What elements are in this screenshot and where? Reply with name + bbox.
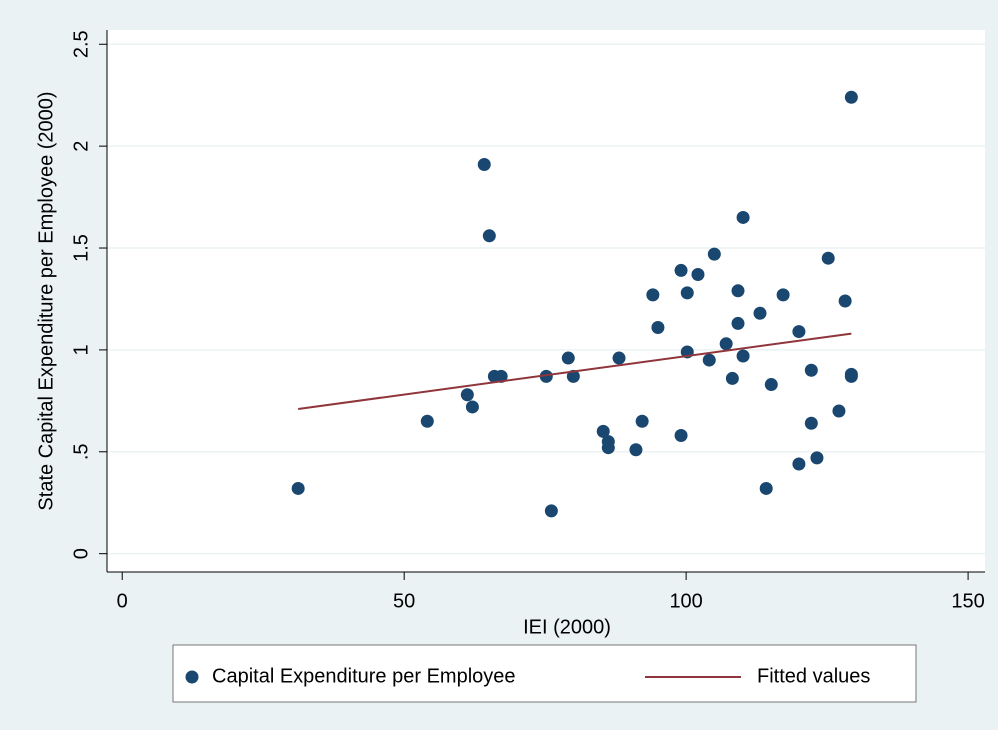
point [725,371,739,385]
point [674,263,688,277]
x-tick-label: 100 [669,590,702,612]
point [776,288,790,302]
point [596,424,610,438]
point [832,404,846,418]
point [838,294,852,308]
point [821,251,835,265]
point [736,349,750,363]
point [844,90,858,104]
point [494,369,508,383]
x-tick-label: 150 [951,590,984,612]
point [561,351,575,365]
point [612,351,626,365]
y-tick-label: 0 [70,548,92,559]
point [844,369,858,383]
point [651,320,665,334]
plot-area [107,30,985,572]
y-tick-label: .5 [70,443,92,460]
legend-label: Capital Expenditure per Employee [212,665,516,687]
legend-box [172,644,917,703]
point [753,306,767,320]
legend-marker [185,670,199,684]
y-axis-label: State Capital Expenditure per Employee (… [35,91,57,510]
point [810,451,824,465]
point [482,229,496,243]
point [465,400,479,414]
point [566,369,580,383]
y-tick-label: 2 [70,141,92,152]
x-axis-label: IEI (2000) [523,616,611,638]
point [680,286,694,300]
point [674,428,688,442]
point [731,284,745,298]
point [460,388,474,402]
y-tick-label: 2.5 [70,30,92,58]
point [759,481,773,495]
point [719,337,733,351]
point [764,378,778,392]
point [291,481,305,495]
y-tick-label: 1 [70,344,92,355]
x-tick-label: 50 [393,590,415,612]
point [804,363,818,377]
point [691,268,705,282]
point [420,414,434,428]
x-tick-label: 0 [117,590,128,612]
legend-label: Fitted values [757,665,870,687]
fitted-line [298,332,852,410]
point [702,353,716,367]
point [635,414,649,428]
point [646,288,660,302]
point [544,504,558,518]
point [804,416,818,430]
point [792,325,806,339]
point [601,441,615,455]
point [792,457,806,471]
point [736,210,750,224]
point [477,157,491,171]
point [539,369,553,383]
point [731,316,745,330]
y-tick-label: 1.5 [70,234,92,262]
point [707,247,721,261]
point [629,443,643,457]
